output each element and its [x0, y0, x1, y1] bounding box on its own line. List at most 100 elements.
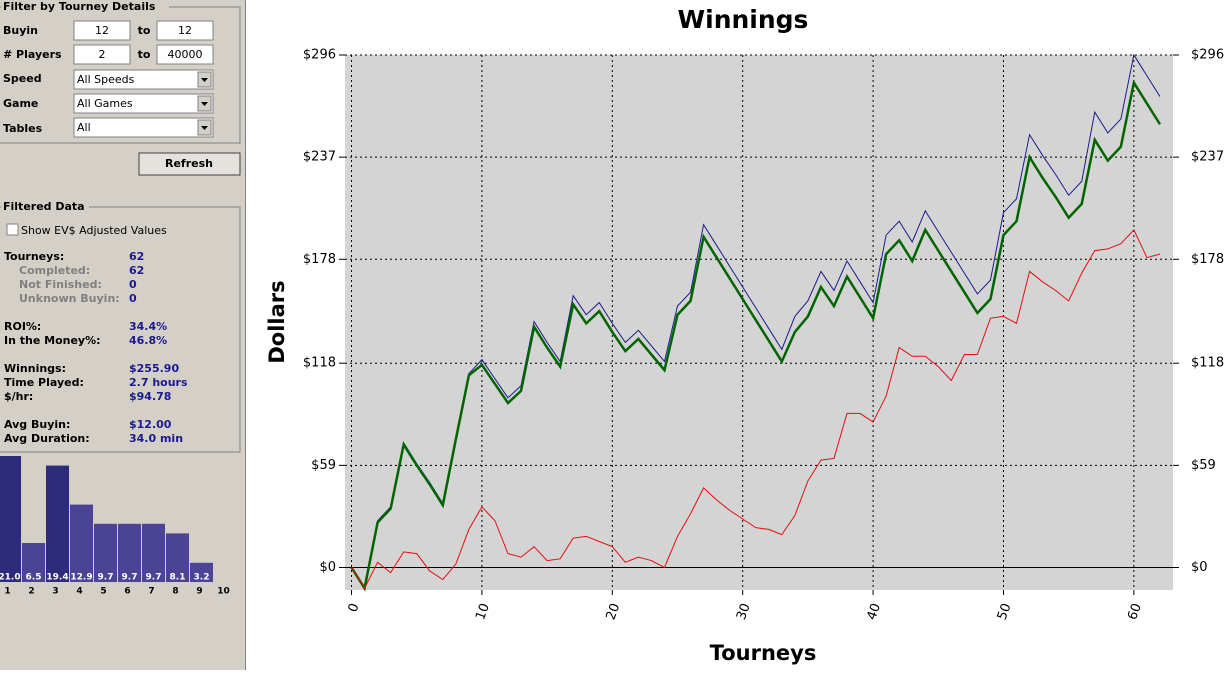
refresh-button[interactable] [138, 152, 241, 176]
dropdown-value: All Speeds [77, 73, 135, 86]
stat-value: 34.0 min [129, 432, 183, 445]
x-tick-label: 60 [1125, 601, 1145, 622]
y2-tick-label: $59 [1191, 458, 1216, 473]
dropdown[interactable] [73, 93, 214, 114]
dropdown-arrow [201, 78, 208, 82]
x-tick-label: 7 [148, 587, 154, 597]
stat-label: Avg Duration: [4, 432, 90, 445]
y-tick-label: $0 [319, 560, 336, 575]
stats: Tourneys: 62 Completed: 62 Not Finished: 0 Unk… [4, 250, 188, 445]
text-input[interactable] [73, 20, 131, 41]
input-value: 2 [99, 48, 106, 61]
x-tick-label: 10 [217, 587, 230, 597]
x-tick-label: 50 [995, 601, 1015, 622]
stat-value: 0 [129, 292, 137, 305]
x-tick-label: 5 [100, 587, 106, 597]
field-label: Game [3, 97, 38, 110]
group-box [0, 206, 241, 453]
y2-tick-label: $296 [1191, 48, 1224, 63]
y2-tick-label: $237 [1191, 150, 1224, 165]
group-title-bg [1, 0, 169, 14]
input-value: 12 [95, 24, 109, 37]
field-label: Buyin [3, 24, 38, 37]
text-input[interactable] [73, 44, 131, 65]
stat-label: Winnings: [4, 362, 66, 375]
x-tick-label: 4 [76, 587, 82, 597]
stat-value: $12.00 [129, 418, 172, 431]
text-input[interactable] [156, 44, 214, 65]
bar-value-label: 9.7 [122, 573, 138, 583]
bar [70, 504, 93, 582]
stat-label: Completed: [19, 264, 90, 277]
histogram-body: 1 21.0 2 6.5 3 19.4 4 12.9 5 9.7 6 9.7 7 9.7 8 8.1 9 3.2 1… [0, 456, 230, 597]
x-tick-label: 30 [734, 601, 754, 622]
input-value: 12 [178, 24, 192, 37]
bar [94, 523, 117, 582]
x-tick-label: 3 [52, 587, 58, 597]
field-label: Speed [3, 72, 42, 85]
x-tick-label: 6 [124, 587, 130, 597]
bar-value-label: 9.7 [98, 573, 114, 583]
y2-tick-label: $118 [1191, 356, 1224, 371]
stat-value: 46.8% [129, 334, 167, 347]
stat-label: Unknown Buyin: [19, 292, 120, 305]
bar [22, 543, 45, 582]
bar-value-label: 21.0 [0, 573, 21, 583]
stat-label: Not Finished: [19, 278, 102, 291]
field-label: to [138, 48, 151, 61]
text-input[interactable] [156, 20, 214, 41]
dropdown-value: All Games [77, 97, 133, 110]
stat-value: $94.78 [129, 390, 171, 403]
bar [190, 562, 213, 582]
stat-value: 0 [129, 278, 137, 291]
bar [0, 456, 21, 582]
y-tick-label: $237 [303, 150, 336, 165]
button-label: Refresh [165, 157, 213, 170]
dropdown-arrow [201, 126, 208, 130]
bar-value-label: 3.2 [194, 573, 210, 583]
x-axis-label: Tourneys [710, 641, 817, 665]
dropdown[interactable] [73, 117, 214, 138]
stat-value: $255.90 [129, 362, 179, 375]
group-title: Filtered Data [3, 200, 85, 213]
bar [46, 465, 69, 582]
bar [166, 533, 189, 582]
stat-label: Time Played: [4, 376, 84, 389]
field-label: to [138, 24, 151, 37]
y-tick-label: $118 [303, 356, 336, 371]
bar-value-label: 12.9 [70, 573, 92, 583]
series-line [351, 53, 1161, 590]
x-tick-label: 0 [346, 601, 363, 614]
checkbox[interactable] [6, 223, 19, 236]
stat-label: Tourneys: [4, 250, 64, 263]
series-line [351, 228, 1161, 590]
plot-area [345, 55, 1173, 590]
chart-title: Winnings [678, 5, 809, 34]
bar-value-label: 6.5 [26, 573, 42, 583]
stat-label: $/hr: [4, 390, 33, 403]
x-tick-label: 2 [28, 587, 34, 597]
stat-value: 34.4% [129, 320, 167, 333]
bar-value-label: 9.7 [146, 573, 162, 583]
y2-tick-label: $178 [1191, 252, 1224, 267]
x-tick-label: 40 [864, 601, 884, 622]
x-tick-label: 1 [4, 587, 10, 597]
field-label: # Players [3, 48, 62, 61]
y-axis-label: Dollars [265, 280, 289, 363]
dropdown[interactable] [73, 69, 214, 90]
dropdown-value: All [77, 121, 91, 134]
bar [118, 523, 141, 582]
input-value: 40000 [168, 48, 203, 61]
x-tick-label: 8 [172, 587, 178, 597]
dropdown-arrow [201, 102, 208, 106]
stat-value: 62 [129, 264, 144, 277]
y2-tick-label: $0 [1191, 560, 1208, 575]
y-tick-label: $59 [311, 458, 336, 473]
field-label: Tables [3, 122, 43, 135]
stat-label: Avg Buyin: [4, 418, 70, 431]
winnings-chart: $0 $0 $59 $59 $118 $118 $178 $178 $237 $237 $296 $2… [265, 5, 1224, 665]
group-title: Filter by Tourney Details [3, 0, 156, 13]
bar-value-label: 19.4 [46, 573, 68, 583]
x-tick-label: 9 [196, 587, 202, 597]
y-tick-label: $178 [303, 252, 336, 267]
